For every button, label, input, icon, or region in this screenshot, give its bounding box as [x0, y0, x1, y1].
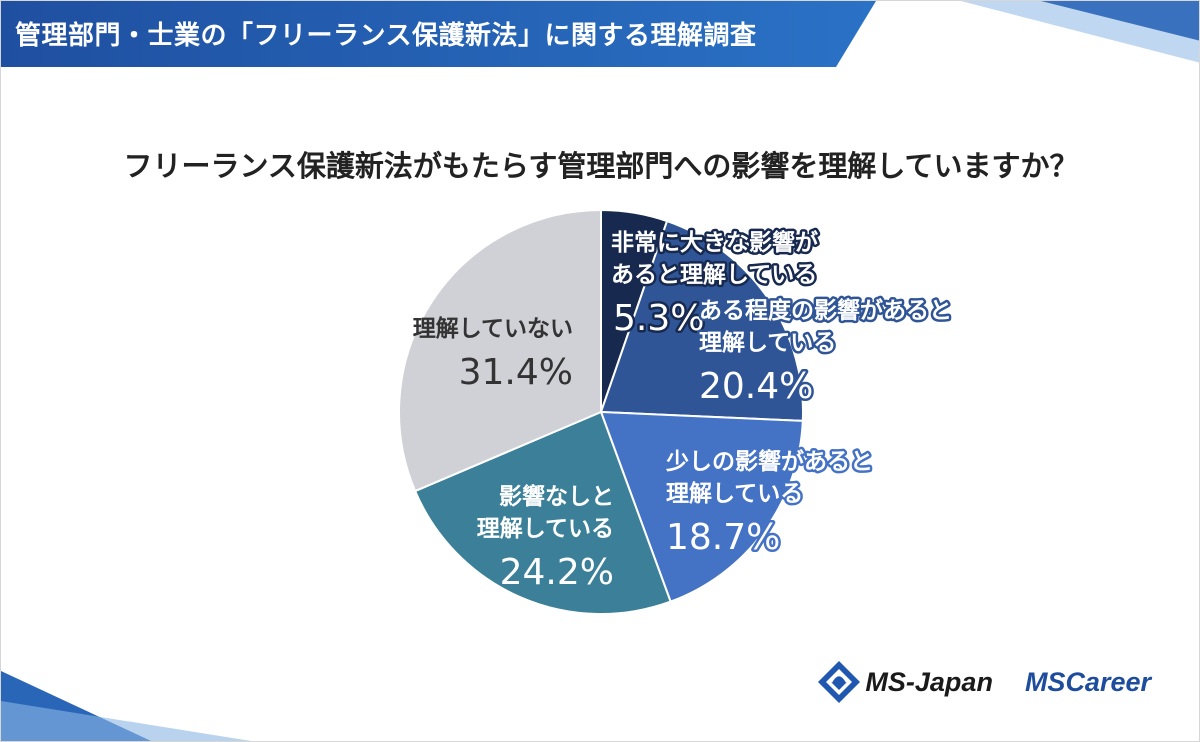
corner-decoration [1, 671, 251, 741]
slice-label: 影響なしと [499, 483, 614, 510]
slice-label: 理解している [699, 329, 836, 356]
title-banner [1, 1, 1199, 67]
question-title: フリーランス保護新法がもたらす管理部門への影響を理解していますか？ [123, 149, 1079, 183]
slice-label: 理解している [477, 515, 614, 542]
pie-slice [413, 410, 672, 615]
ms-career-logo: MSCareer [1024, 666, 1151, 697]
pie-slice [599, 410, 804, 603]
slice-value-label: 18.7% [666, 517, 780, 558]
slice-value-label: 20.4% [699, 366, 813, 407]
banner-title: 管理部門・士業の「フリーランス保護新法」に関する理解調査 [15, 21, 757, 51]
logo-area: MS-Japan MSCareer [817, 657, 1151, 707]
slice-value-label: 31.4% [459, 352, 573, 393]
slice-label: ある程度の影響があると [699, 297, 952, 324]
slice-value-label: 5.3% [613, 298, 704, 339]
ms-japan-logo: MS-Japan [817, 660, 993, 704]
ms-japan-logo-text: MS-Japan [865, 666, 993, 697]
pie-slice [398, 208, 602, 493]
slice-label: 理解している [666, 480, 803, 507]
slice-label: 少しの影響があると [665, 448, 873, 475]
pie-slice [599, 219, 804, 422]
slice-value-label: 24.2% [500, 552, 614, 593]
slice-label: あると理解している [611, 261, 817, 288]
slice-label: 非常に大きな影響が [611, 229, 818, 256]
slice-label: 理解していない [413, 315, 573, 342]
ms-japan-mark-icon [818, 661, 861, 703]
